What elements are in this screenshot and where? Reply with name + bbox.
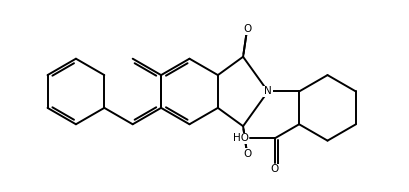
- Text: O: O: [243, 24, 251, 34]
- Text: N: N: [263, 86, 271, 97]
- Text: O: O: [243, 149, 251, 159]
- Text: O: O: [270, 164, 279, 174]
- Text: HO: HO: [232, 133, 248, 143]
